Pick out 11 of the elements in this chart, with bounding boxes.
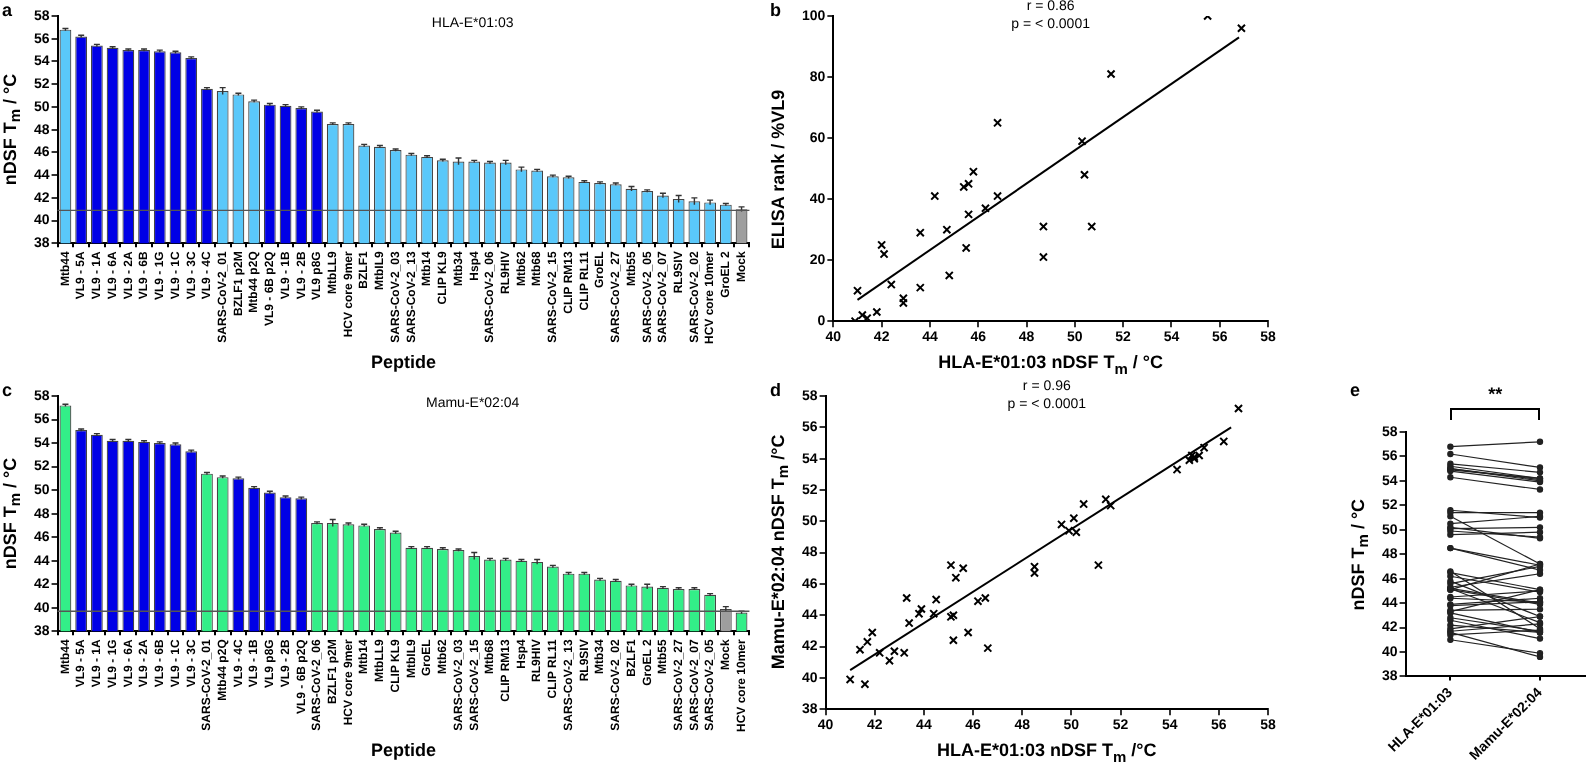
x-axis-title: Peptide (368, 740, 438, 760)
x-axis-title: Peptide (368, 352, 438, 372)
x-axis-title: HLA-E*01:03 nDSF T$_{m}$ /°C (934, 740, 1159, 766)
text: d (770, 380, 781, 400)
text: ** (1488, 384, 1503, 404)
y-axis-title: ELISA rank / %VL9 (768, 88, 788, 249)
text: e (1350, 380, 1361, 400)
text: c (2, 380, 13, 400)
text: b (770, 0, 781, 20)
x-axis-title: HLA-E*01:03 nDSF T$_{m}$ / °C (936, 352, 1165, 378)
text: a (2, 0, 13, 20)
